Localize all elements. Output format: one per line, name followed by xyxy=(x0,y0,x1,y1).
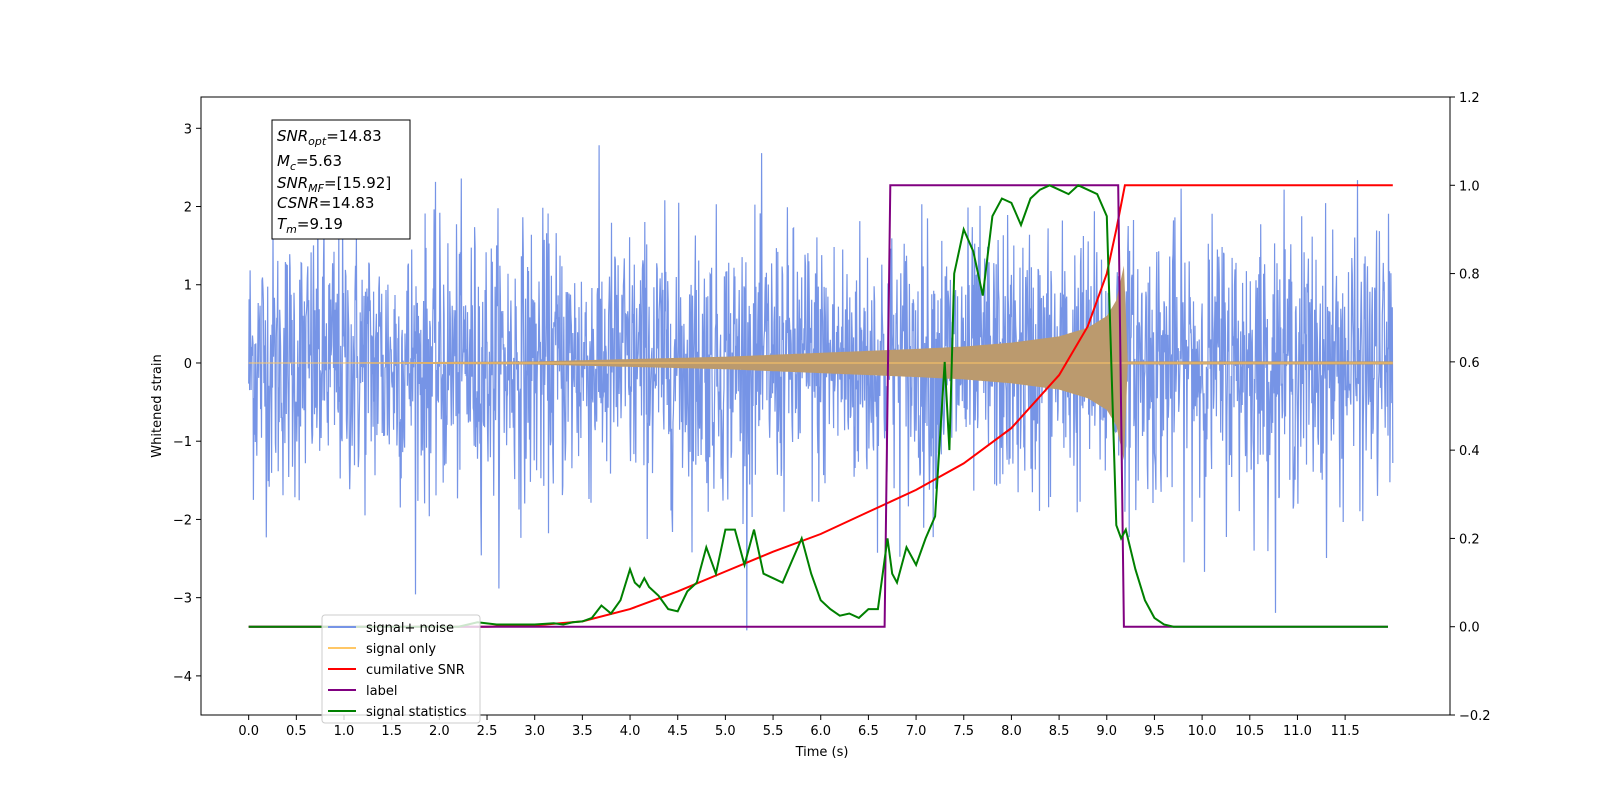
y-axis-left: −4 −3 −2 −1 0 1 2 3 xyxy=(173,122,201,685)
x-tick-label: 11.5 xyxy=(1331,724,1360,739)
series-label xyxy=(248,184,1388,628)
x-tick-label: 5.5 xyxy=(763,724,784,739)
plot-data-layer xyxy=(248,145,1394,631)
y-right-tick-label: 1.2 xyxy=(1459,91,1480,106)
y-left-tick-label: −1 xyxy=(173,435,192,450)
y-right-tick-label: 0.4 xyxy=(1459,444,1480,459)
x-tick-label: 4.5 xyxy=(667,724,688,739)
x-tick-label: 3.5 xyxy=(572,724,593,739)
info-snr-opt: SNRopt=14.83 xyxy=(277,127,382,148)
legend: signal+ noise signal only cumilative SNR… xyxy=(321,614,481,724)
series-signal-noise xyxy=(248,145,1394,631)
x-tick-label: 3.0 xyxy=(524,724,545,739)
x-tick-label: 0.5 xyxy=(286,724,307,739)
x-tick-label: 1.5 xyxy=(381,724,402,739)
x-axis: 0.0 0.5 1.0 1.5 2.0 2.5 3.0 3.5 4.0 4.5 5.0 5.5 6.0 6… xyxy=(238,715,1360,739)
y-right-tick-label: 0.8 xyxy=(1459,268,1480,283)
x-tick-label: 2.0 xyxy=(429,724,450,739)
x-tick-label: 8.0 xyxy=(1001,724,1022,739)
y-right-tick-label: 1.0 xyxy=(1459,179,1480,194)
legend-label-label: label xyxy=(366,684,397,699)
x-tick-label: 7.0 xyxy=(906,724,927,739)
info-csnr: CSNR=14.83 xyxy=(277,194,374,212)
info-box-frame xyxy=(271,119,411,240)
x-tick-label: 9.0 xyxy=(1096,724,1117,739)
x-tick-label: 1.0 xyxy=(334,724,355,739)
x-tick-label: 4.0 xyxy=(620,724,641,739)
y-left-tick-label: 2 xyxy=(184,201,192,216)
x-tick-label: 0.0 xyxy=(238,724,259,739)
info-snr-mf: SNRMF=[15.92] xyxy=(277,174,391,195)
x-axis-label: Time (s) xyxy=(795,745,849,760)
y-left-tick-label: 0 xyxy=(184,357,192,372)
legend-label-signal-statistics: signal statistics xyxy=(366,705,467,720)
y-axis-right: −0.2 0.0 0.2 0.4 0.6 0.8 1.0 1.2 xyxy=(1450,91,1491,724)
legend-label-signal-noise: signal+ noise xyxy=(366,621,454,636)
y-right-tick-label: −0.2 xyxy=(1459,709,1491,724)
x-tick-label: 11.0 xyxy=(1283,724,1312,739)
y-left-tick-label: −2 xyxy=(173,513,192,528)
legend-frame xyxy=(321,614,481,724)
x-tick-label: 9.5 xyxy=(1144,724,1165,739)
plot-frame xyxy=(200,96,1451,716)
x-tick-label: 10.5 xyxy=(1235,724,1264,739)
x-tick-label: 2.5 xyxy=(477,724,498,739)
legend-label-signal-only: signal only xyxy=(366,642,436,657)
y-left-tick-label: −3 xyxy=(173,592,192,607)
y-left-tick-label: 3 xyxy=(184,122,192,137)
x-tick-label: 5.0 xyxy=(715,724,736,739)
y-axis-label: Whitened strain xyxy=(150,354,165,457)
x-tick-label: 7.5 xyxy=(953,724,974,739)
y-right-tick-label: 0.2 xyxy=(1459,532,1480,547)
x-tick-label: 6.0 xyxy=(810,724,831,739)
x-tick-label: 10.0 xyxy=(1188,724,1217,739)
series-signal-statistics xyxy=(248,184,1388,628)
info-box: SNRopt=14.83 Mc=5.63 SNRMF=[15.92] CSNR=… xyxy=(271,119,411,240)
y-right-tick-label: 0.0 xyxy=(1459,621,1480,636)
y-left-tick-label: −4 xyxy=(173,670,192,685)
x-tick-label: 8.5 xyxy=(1049,724,1070,739)
legend-label-cumulative-snr: cumilative SNR xyxy=(366,663,465,678)
y-left-tick-label: 1 xyxy=(184,279,192,294)
y-right-tick-label: 0.6 xyxy=(1459,356,1480,371)
info-tm: Tm=9.19 xyxy=(277,215,343,236)
info-mc: Mc=5.63 xyxy=(277,152,342,173)
x-tick-label: 6.5 xyxy=(858,724,879,739)
